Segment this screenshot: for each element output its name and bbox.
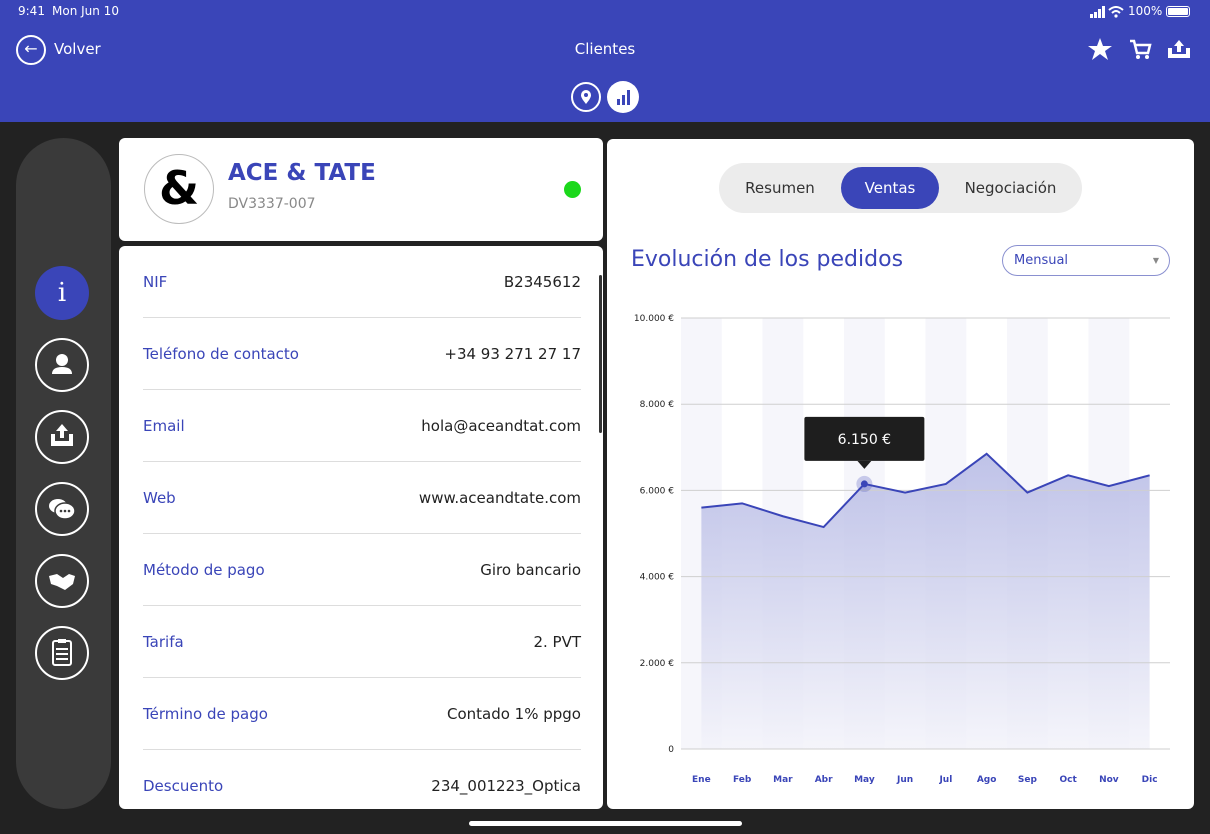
y-tick-label: 2.000 € [640, 659, 675, 669]
info-value: +34 93 271 27 17 [444, 345, 581, 363]
info-row: NIF B2345612 [143, 246, 581, 318]
line [701, 452, 1150, 529]
info-label: Email [143, 417, 185, 435]
status-dot [564, 181, 581, 198]
info-label: Teléfono de contacto [143, 345, 299, 363]
client-card: & ACE & TATE DV3337-007 [119, 138, 603, 241]
client-logo: & [144, 154, 214, 224]
info-row: Método de pago Giro bancario [143, 534, 581, 606]
x-tick-label: Sep [1018, 775, 1038, 785]
area [701, 453, 1150, 749]
info-value: www.aceandtate.com [418, 489, 581, 507]
info-value: hola@aceandtat.com [421, 417, 581, 435]
info-value: 2. PVT [533, 633, 581, 651]
info-label: NIF [143, 273, 168, 291]
info-value: B2345612 [503, 273, 581, 291]
x-tick-label: Jun [896, 775, 913, 785]
x-tick-label: Oct [1059, 775, 1077, 785]
contact-tab[interactable] [35, 338, 89, 392]
nav-actions[interactable] [1086, 36, 1196, 62]
info-value: Giro bancario [480, 561, 581, 579]
info-label: Descuento [143, 777, 224, 795]
battery-icon [1166, 6, 1190, 17]
info-row: Término de pago Contado 1% ppgo [143, 678, 581, 750]
info-value: Contado 1% ppgo [446, 705, 581, 723]
info-label: Método de pago [143, 561, 265, 579]
deal-tab[interactable] [35, 554, 89, 608]
x-tick-label: Feb [733, 775, 752, 785]
tooltip [804, 416, 925, 461]
export-tab[interactable] [35, 410, 89, 464]
info-row: Web www.aceandtate.com [143, 462, 581, 534]
period-label: Mensual [1014, 253, 1069, 268]
chart: 0 2.000 € 4.000 € 6.000 € 8.000 € 10.000 € Ene… [634, 314, 1170, 785]
y-tick-label: 10.000 € [634, 314, 674, 324]
info-label: Término de pago [143, 705, 268, 723]
signal-icon [1090, 6, 1124, 18]
info-row: Teléfono de contacto +34 93 271 27 17 [143, 318, 581, 390]
tooltip-arrow [857, 460, 872, 469]
y-tick-label: 4.000 € [640, 573, 675, 583]
client-name: ACE & TATE [228, 160, 376, 186]
battery: 100% [1128, 4, 1163, 18]
map-toggle[interactable] [571, 82, 601, 112]
chart-toggle[interactable] [607, 81, 639, 113]
tasks-tab[interactable] [35, 626, 89, 680]
x-tick-label: Dic [1142, 775, 1158, 785]
time: 9:41 [18, 4, 45, 18]
info-label: Web [143, 489, 176, 507]
back-button[interactable]: ← [16, 35, 46, 65]
sidebar: i [16, 138, 111, 809]
x-tick-label: Ago [977, 775, 997, 785]
x-tick-label: Ene [692, 775, 711, 785]
y-tick-label: 6.000 € [640, 486, 675, 496]
point [860, 480, 868, 488]
info-tab[interactable]: i [35, 266, 89, 320]
info-value: 234_001223_Optica [431, 777, 581, 795]
nav-title: Clientes [574, 40, 636, 58]
y-tick-label: 8.000 € [640, 400, 675, 410]
x-tick-label: May [854, 775, 875, 785]
tab[interactable]: Resumen [745, 179, 815, 197]
tooltip-label: 6.150 € [838, 432, 891, 448]
info-row: Descuento 234_001223_Optica [143, 750, 581, 809]
x-tick-label: Abr [815, 775, 833, 785]
scrollbar [599, 275, 602, 433]
client-code: DV3337-007 [228, 196, 316, 212]
chart-title: Evolución de los pedidos [631, 247, 904, 272]
info-row: Tarifa 2. PVT [143, 606, 581, 678]
back-label[interactable]: Volver [54, 40, 101, 58]
y-tick-label: 0 [668, 745, 674, 755]
tab-bar: Resumen Ventas Negociación [719, 163, 1082, 213]
date: Mon Jun 10 [52, 4, 119, 18]
x-tick-label: Nov [1099, 775, 1119, 785]
chart-card: Resumen Ventas Negociación Evolución de lo… [607, 139, 1194, 809]
info-row: Email hola@aceandtat.com [143, 390, 581, 462]
header: 9:41 Mon Jun 10 100% ← Volver Clientes [0, 0, 1210, 122]
period-select[interactable]: Mensual ▼ [1002, 245, 1170, 276]
chat-tab[interactable] [35, 482, 89, 536]
tab[interactable]: Negociación [964, 179, 1057, 197]
info-card: NIF B2345612 Teléfono de contacto +34 93 27… [119, 246, 603, 809]
tab[interactable]: Ventas [841, 167, 939, 209]
info-label: Tarifa [143, 633, 184, 651]
x-tick-label: Mar [773, 775, 793, 785]
home-indicator [469, 821, 742, 826]
x-tick-label: Jul [938, 775, 952, 785]
